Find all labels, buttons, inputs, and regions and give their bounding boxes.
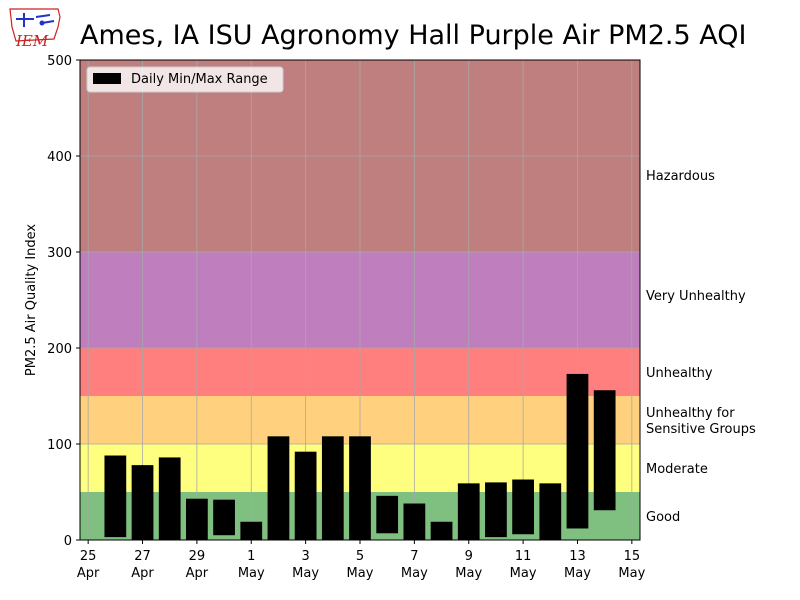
- range-bar: [430, 521, 453, 540]
- range-bar: [512, 479, 534, 535]
- range-bar: [213, 499, 235, 536]
- range-bar: [403, 503, 426, 540]
- x-tick-label-month: May: [564, 566, 591, 581]
- iowa-map-icon: [9, 8, 61, 42]
- legend-swatch: [93, 73, 121, 84]
- iem-logo: IEM: [6, 5, 64, 50]
- y-tick-label: 0: [64, 534, 72, 549]
- range-bar: [566, 373, 589, 529]
- logo-text: IEM: [16, 32, 49, 50]
- range-bar: [158, 457, 181, 540]
- range-bar: [376, 495, 399, 534]
- x-tick-label: 13: [569, 549, 586, 564]
- x-tick-label-month: Apr: [186, 566, 209, 581]
- x-tick-label-month: Apr: [77, 566, 100, 581]
- x-tick-label-month: Apr: [131, 566, 154, 581]
- y-tick-label: 400: [47, 150, 72, 165]
- y-tick-label: 200: [47, 342, 72, 357]
- x-tick-label: 27: [134, 549, 151, 564]
- y-tick-label: 100: [47, 438, 72, 453]
- x-tick-label: 5: [356, 549, 364, 564]
- range-bar: [267, 436, 290, 540]
- x-tick-label-month: May: [510, 566, 537, 581]
- legend-box: [86, 66, 284, 93]
- band-label: Very Unhealthy: [646, 289, 746, 304]
- chart-title: Ames, IA ISU Agronomy Hall Purple Air PM…: [80, 20, 747, 51]
- x-tick-label: 29: [189, 549, 206, 564]
- range-bar: [131, 465, 154, 540]
- y-tick-label: 300: [47, 246, 72, 261]
- legend-label: Daily Min/Max Range: [131, 72, 268, 87]
- x-tick-label-month: May: [618, 566, 645, 581]
- x-tick-label: 7: [410, 549, 418, 564]
- y-axis-label: PM2.5 Air Quality Index: [24, 224, 39, 377]
- x-tick-label: 11: [515, 549, 532, 564]
- band-label: Unhealthy: [646, 366, 713, 381]
- band-label: Hazardous: [646, 169, 715, 184]
- range-bar: [349, 436, 371, 540]
- range-bar: [457, 483, 480, 540]
- x-tick-label: 1: [247, 549, 255, 564]
- x-tick-label-month: May: [238, 566, 265, 581]
- x-tick-label-month: May: [401, 566, 428, 581]
- band-label: Good: [646, 510, 680, 525]
- y-tick-label: 500: [47, 54, 72, 69]
- range-bar: [593, 390, 616, 511]
- range-bar: [294, 451, 317, 540]
- band-label: Sensitive Groups: [646, 422, 756, 437]
- x-tick-label: 9: [465, 549, 473, 564]
- range-bar: [321, 436, 344, 540]
- x-tick-label-month: May: [455, 566, 482, 581]
- range-bar: [539, 483, 562, 540]
- band-label: Unhealthy for: [646, 406, 735, 421]
- band-label: Moderate: [646, 462, 708, 477]
- x-tick-label: 25: [80, 549, 97, 564]
- range-bar: [485, 482, 507, 538]
- range-bar: [240, 521, 263, 540]
- x-tick-label: 15: [624, 549, 641, 564]
- range-bar: [186, 498, 208, 540]
- x-tick-label: 3: [301, 549, 309, 564]
- range-bar: [104, 455, 127, 538]
- x-tick-label-month: May: [347, 566, 374, 581]
- x-tick-label-month: May: [292, 566, 319, 581]
